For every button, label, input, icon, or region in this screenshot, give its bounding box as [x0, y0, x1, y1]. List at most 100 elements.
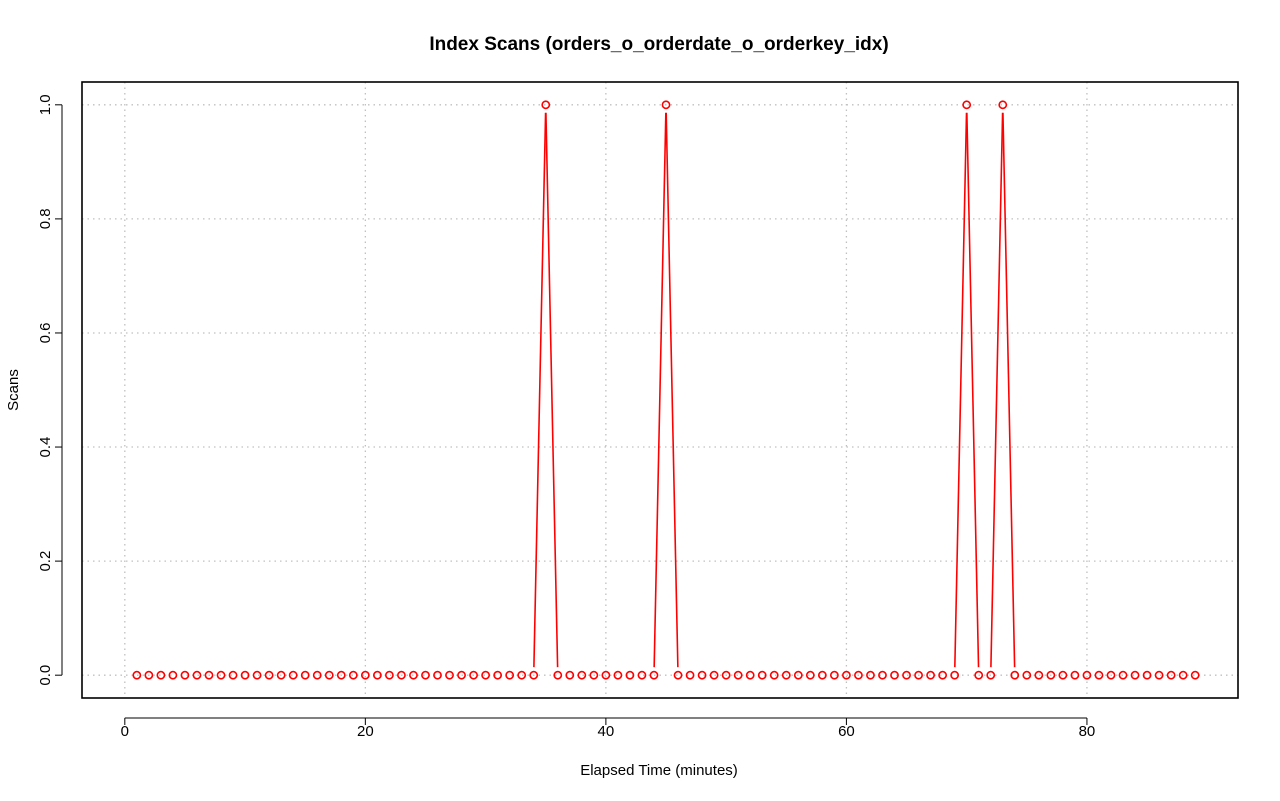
- x-tick-label-3: 60: [838, 723, 855, 740]
- chart-title: Index Scans (orders_o_orderdate_o_orderk…: [429, 34, 888, 55]
- data-point: [1178, 670, 1188, 680]
- data-point: [1130, 670, 1140, 680]
- data-point: [938, 670, 948, 680]
- data-point: [372, 670, 382, 680]
- data-point: [1106, 670, 1116, 680]
- data-point: [1166, 670, 1176, 680]
- data-point: [829, 670, 839, 680]
- data-point: [601, 670, 611, 680]
- grid: [82, 82, 1238, 698]
- data-point: [974, 670, 984, 680]
- data-point: [409, 670, 418, 680]
- data-point: [1082, 670, 1092, 680]
- data-point: [926, 670, 935, 680]
- series-scans: [132, 100, 1200, 680]
- data-point: [625, 670, 635, 680]
- data-point: [589, 670, 599, 680]
- data-point: [132, 670, 142, 680]
- data-point: [1034, 670, 1044, 680]
- y-tick-label-4: 0.8: [37, 208, 54, 229]
- data-point: [529, 670, 539, 680]
- data-point: [336, 670, 346, 680]
- y-tick-label-2: 0.4: [37, 437, 54, 458]
- data-point: [769, 670, 779, 680]
- data-point: [457, 670, 466, 680]
- data-point: [854, 670, 863, 680]
- series-segment: [966, 112, 980, 668]
- series-segment: [653, 112, 667, 668]
- data-point: [1022, 670, 1032, 680]
- data-point: [998, 100, 1008, 110]
- data-point: [517, 670, 527, 680]
- data-point: [1058, 670, 1068, 680]
- data-point: [541, 100, 551, 110]
- data-point: [637, 670, 647, 680]
- y-tick-label-1: 0.2: [37, 551, 54, 572]
- data-point: [481, 670, 491, 680]
- data-point: [276, 670, 286, 680]
- data-point: [144, 670, 154, 680]
- data-point: [288, 670, 298, 680]
- data-point: [1010, 670, 1020, 680]
- data-point: [156, 670, 166, 680]
- data-point: [312, 670, 322, 680]
- data-point: [890, 670, 899, 680]
- data-point: [228, 670, 238, 680]
- x-tick-label-4: 80: [1079, 723, 1096, 740]
- data-point: [733, 670, 743, 680]
- data-point: [914, 670, 923, 680]
- data-point: [757, 670, 767, 680]
- x-tick-label-1: 20: [357, 723, 374, 740]
- data-point: [445, 670, 454, 680]
- data-point: [649, 670, 659, 680]
- data-point: [168, 670, 178, 680]
- series-segment: [990, 112, 1004, 668]
- data-point: [240, 670, 250, 680]
- series-segment: [545, 112, 559, 668]
- series-segment: [665, 112, 679, 668]
- data-point: [433, 670, 442, 680]
- data-point: [1154, 670, 1164, 680]
- series-segment: [1002, 112, 1016, 668]
- data-point: [493, 670, 503, 680]
- series-segment: [533, 112, 547, 668]
- data-point: [805, 670, 815, 680]
- data-point: [721, 670, 731, 680]
- data-point: [553, 670, 563, 680]
- y-tick-label-3: 0.6: [37, 323, 54, 344]
- data-point: [300, 670, 310, 680]
- data-point: [745, 670, 755, 680]
- data-point: [661, 100, 671, 110]
- data-point: [1070, 670, 1080, 680]
- data-point: [878, 670, 887, 680]
- data-point: [1190, 670, 1200, 680]
- data-point: [962, 100, 972, 110]
- data-point: [1118, 670, 1128, 680]
- data-point: [204, 670, 214, 680]
- data-point: [348, 670, 358, 680]
- y-axis: 0.0 0.2 0.4 0.6 0.8 1.0: [37, 94, 63, 686]
- data-point: [565, 670, 575, 680]
- y-tick-label-5: 1.0: [37, 94, 54, 115]
- data-point: [192, 670, 202, 680]
- data-point: [360, 670, 370, 680]
- data-point: [397, 670, 406, 680]
- data-point: [252, 670, 262, 680]
- data-point: [697, 670, 707, 680]
- data-point: [902, 670, 911, 680]
- y-tick-label-0: 0.0: [37, 665, 54, 686]
- data-point: [1046, 670, 1056, 680]
- data-point: [469, 670, 478, 680]
- data-point: [781, 670, 791, 680]
- series-segment: [954, 112, 968, 668]
- data-point: [264, 670, 274, 680]
- data-point: [385, 670, 394, 680]
- data-point: [1142, 670, 1152, 680]
- data-point: [324, 670, 334, 680]
- y-axis-label: Scans: [5, 369, 22, 411]
- data-point: [577, 670, 587, 680]
- data-point: [673, 670, 683, 680]
- plot-area-border: [81, 81, 1239, 699]
- x-tick-label-2: 40: [598, 723, 615, 740]
